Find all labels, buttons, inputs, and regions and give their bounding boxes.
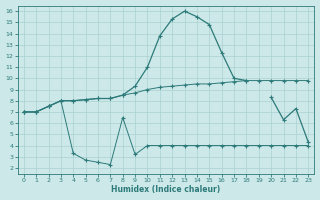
X-axis label: Humidex (Indice chaleur): Humidex (Indice chaleur) bbox=[111, 185, 221, 194]
